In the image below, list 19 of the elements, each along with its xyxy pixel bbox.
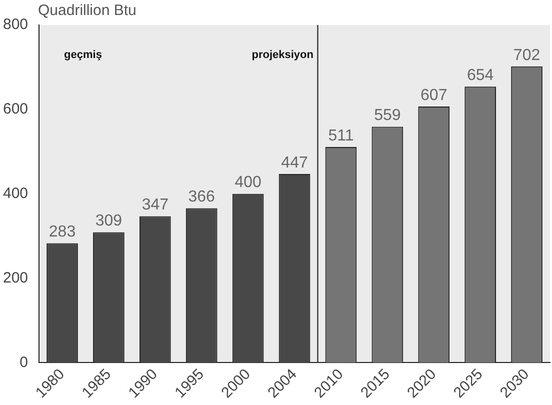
data-label: 400	[234, 174, 262, 192]
y-tick-label: 400	[2, 184, 28, 202]
data-label: 347	[142, 196, 169, 214]
y-tick-label: 200	[2, 269, 28, 286]
data-label: 654	[466, 67, 494, 84]
y-tick-label: 600	[2, 100, 28, 118]
annotation: geçmiş	[64, 49, 102, 62]
y-axis-title: Quadrillion Btu	[38, 2, 136, 19]
data-label: 511	[328, 127, 354, 144]
data-label: 283	[48, 224, 76, 241]
y-tick-label: 800	[2, 16, 28, 34]
data-label: 702	[513, 46, 540, 64]
data-label: 607	[420, 86, 448, 104]
data-label: 309	[95, 212, 122, 230]
data-label: 559	[374, 107, 401, 124]
y-tick-label: 0	[20, 354, 28, 371]
data-label: 447	[281, 154, 308, 172]
data-label: 366	[188, 188, 216, 206]
annotation: projeksiyon	[252, 49, 314, 62]
